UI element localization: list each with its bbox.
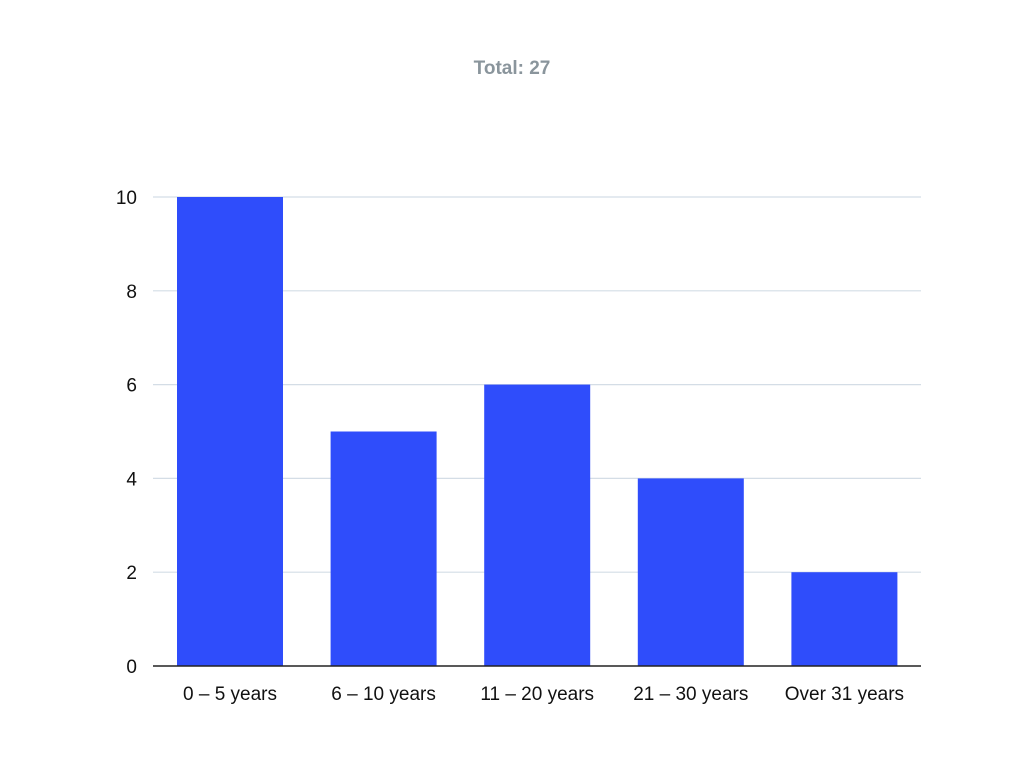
x-category-label: 0 – 5 years bbox=[183, 684, 277, 705]
x-category-label: 6 – 10 years bbox=[331, 684, 436, 705]
y-tick-label: 6 bbox=[126, 376, 137, 397]
chart-title: Total: 27 bbox=[473, 58, 551, 79]
bar bbox=[637, 478, 744, 666]
bar bbox=[177, 197, 283, 666]
y-tick-label: 10 bbox=[116, 188, 137, 209]
x-category-label: 11 – 20 years bbox=[480, 684, 594, 705]
x-category-labels: 0 – 5 years 6 – 10 years 11 – 20 years 21 –… bbox=[183, 684, 904, 705]
y-tick-labels: 0 2 4 6 8 10 bbox=[116, 188, 138, 678]
y-tick-label: 0 bbox=[126, 657, 137, 678]
y-tick-label: 4 bbox=[126, 469, 137, 490]
bars bbox=[177, 197, 898, 666]
y-tick-label: 2 bbox=[126, 563, 137, 584]
x-category-label: 21 – 30 years bbox=[633, 684, 748, 705]
bar bbox=[330, 431, 437, 666]
bar bbox=[791, 572, 898, 666]
bar bbox=[484, 384, 591, 666]
y-tick-label: 8 bbox=[126, 282, 137, 303]
x-category-label: Over 31 years bbox=[785, 684, 904, 705]
